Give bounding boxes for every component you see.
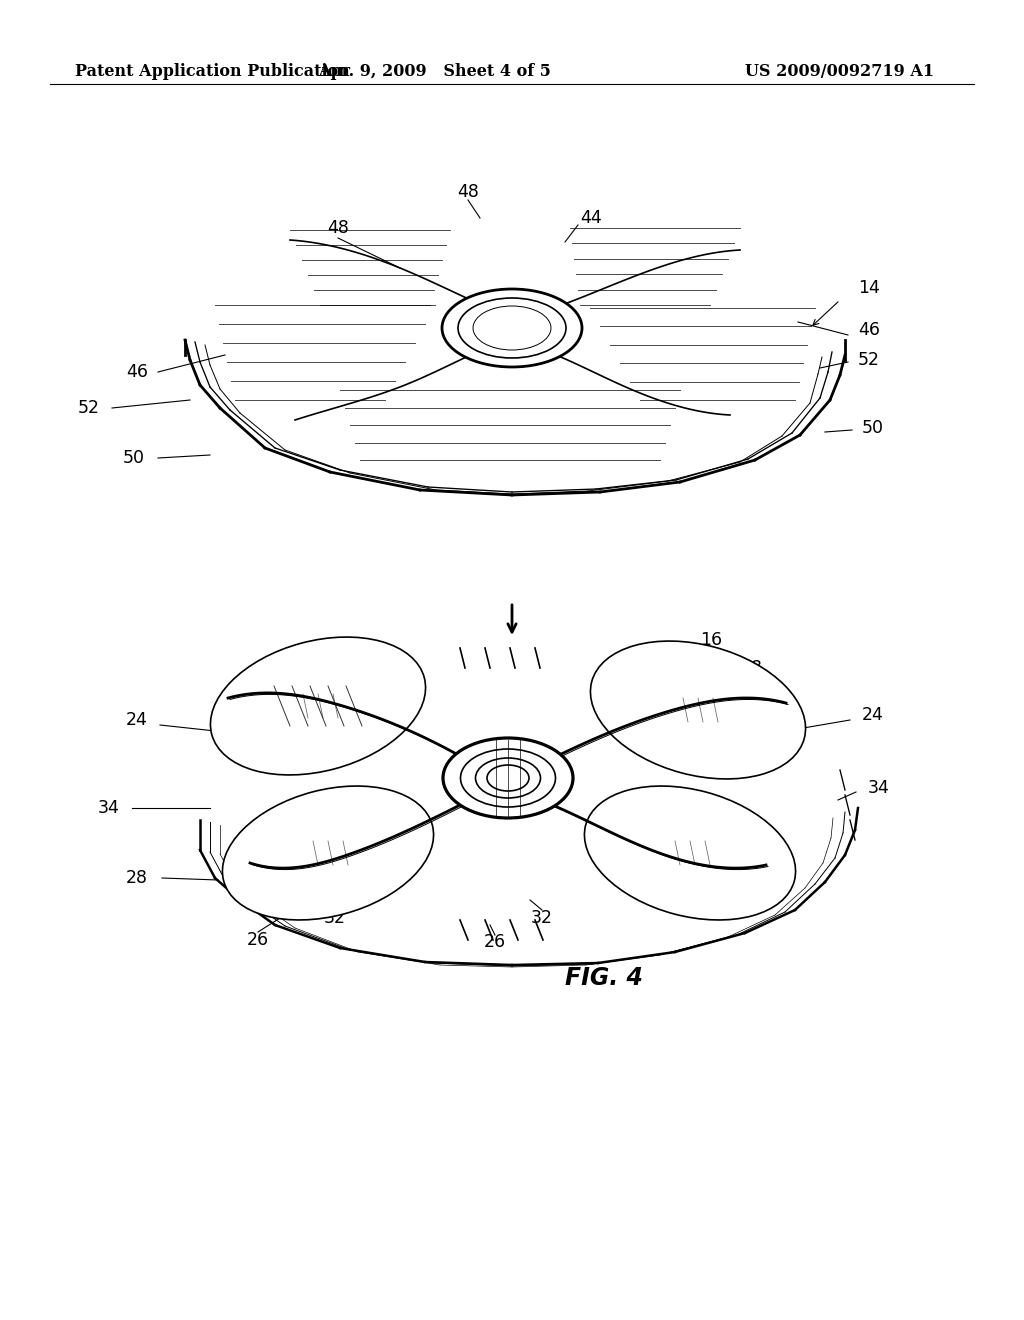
Text: US 2009/0092719 A1: US 2009/0092719 A1 [745,63,935,81]
Text: 48: 48 [327,219,349,238]
Text: 50: 50 [862,418,884,437]
Ellipse shape [442,289,582,367]
Ellipse shape [591,642,806,779]
Text: 32: 32 [324,909,346,927]
Text: 28: 28 [635,886,657,904]
Ellipse shape [473,306,551,350]
Text: 14: 14 [858,279,880,297]
Text: 52: 52 [78,399,100,417]
Text: 50: 50 [123,449,145,467]
Text: 16: 16 [700,631,722,649]
Text: Patent Application Publication: Patent Application Publication [75,63,350,81]
Text: 48: 48 [457,183,479,201]
Text: 34: 34 [98,799,120,817]
Text: 46: 46 [858,321,880,339]
Text: 32: 32 [531,909,553,927]
Ellipse shape [475,758,541,799]
Text: 44: 44 [580,209,602,227]
Text: FIG. 4: FIG. 4 [565,966,643,990]
Text: 34: 34 [868,779,890,797]
Text: 24: 24 [126,711,148,729]
Ellipse shape [585,785,796,920]
Ellipse shape [487,766,529,791]
Text: 12: 12 [668,883,690,902]
Text: 28: 28 [126,869,148,887]
Ellipse shape [222,785,433,920]
Text: Apr. 9, 2009   Sheet 4 of 5: Apr. 9, 2009 Sheet 4 of 5 [318,63,552,81]
Text: 26: 26 [247,931,269,949]
Ellipse shape [443,738,573,818]
Ellipse shape [458,298,566,358]
Text: 52: 52 [858,351,880,370]
Text: 18: 18 [740,659,762,677]
Ellipse shape [461,748,555,807]
Text: 26: 26 [484,933,506,950]
Text: 24: 24 [862,706,884,723]
Ellipse shape [210,638,426,775]
Text: 46: 46 [126,363,148,381]
